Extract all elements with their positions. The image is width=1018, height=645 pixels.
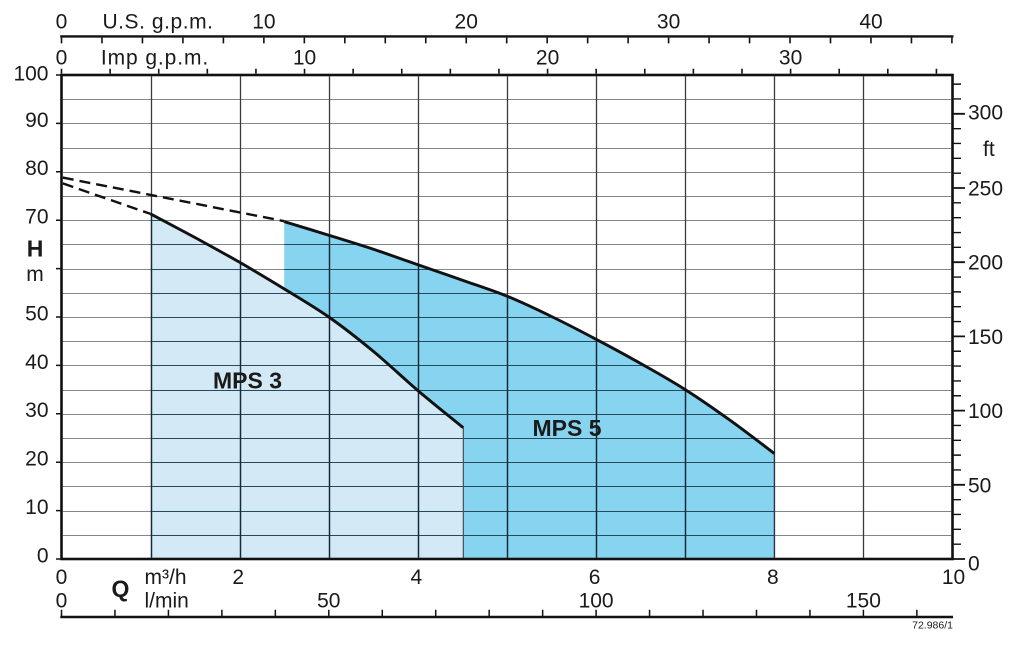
svg-text:50: 50 <box>317 590 340 613</box>
svg-text:70: 70 <box>25 206 48 229</box>
svg-text:100: 100 <box>968 400 1003 423</box>
svg-text:30: 30 <box>779 47 802 70</box>
svg-text:50: 50 <box>968 474 991 497</box>
svg-text:30: 30 <box>657 11 680 34</box>
svg-text:30: 30 <box>25 399 48 422</box>
svg-text:10: 10 <box>252 11 275 34</box>
svg-text:Q: Q <box>112 576 130 602</box>
svg-text:H: H <box>27 236 44 262</box>
svg-text:300: 300 <box>968 101 1003 124</box>
svg-text:20: 20 <box>536 47 559 70</box>
svg-text:0: 0 <box>56 11 68 34</box>
svg-text:20: 20 <box>25 448 48 471</box>
svg-text:2: 2 <box>232 566 244 589</box>
svg-text:0: 0 <box>56 47 68 70</box>
svg-text:MPS 5: MPS 5 <box>532 415 601 441</box>
svg-text:90: 90 <box>25 109 48 132</box>
svg-text:m: m <box>26 263 44 286</box>
svg-text:MPS 3: MPS 3 <box>213 367 282 393</box>
svg-text:72.986/1: 72.986/1 <box>912 620 953 632</box>
svg-text:10: 10 <box>293 47 316 70</box>
svg-text:40: 40 <box>859 11 882 34</box>
svg-text:10: 10 <box>25 496 48 519</box>
svg-text:150: 150 <box>968 326 1003 349</box>
svg-text:ft: ft <box>983 138 995 161</box>
svg-text:250: 250 <box>968 178 1003 201</box>
svg-text:8: 8 <box>767 566 779 589</box>
svg-text:m³/h: m³/h <box>145 566 187 589</box>
svg-text:100: 100 <box>579 590 614 613</box>
svg-text:Imp g.p.m.: Imp g.p.m. <box>101 47 209 70</box>
svg-text:10: 10 <box>942 566 965 589</box>
svg-text:0: 0 <box>56 566 68 589</box>
svg-text:50: 50 <box>25 302 48 325</box>
svg-text:40: 40 <box>25 351 48 374</box>
svg-text:100: 100 <box>13 62 48 85</box>
svg-text:0: 0 <box>37 544 49 567</box>
svg-text:U.S. g.p.m.: U.S. g.p.m. <box>102 11 213 34</box>
svg-text:0: 0 <box>56 590 68 613</box>
svg-text:6: 6 <box>589 566 601 589</box>
svg-text:200: 200 <box>968 252 1003 275</box>
svg-text:l/min: l/min <box>145 590 189 613</box>
svg-text:0: 0 <box>968 553 980 576</box>
svg-text:4: 4 <box>411 566 423 589</box>
svg-text:20: 20 <box>455 11 478 34</box>
svg-text:150: 150 <box>846 590 881 613</box>
svg-text:80: 80 <box>25 157 48 180</box>
